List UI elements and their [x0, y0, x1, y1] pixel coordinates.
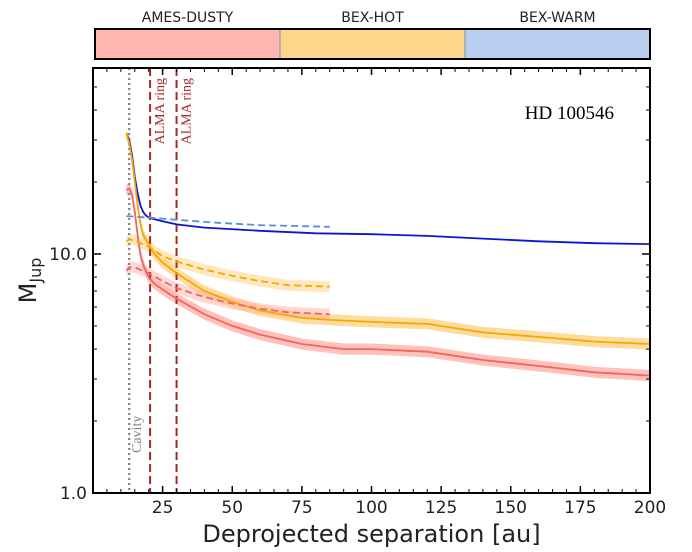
y-tick-label: 1.0 — [60, 484, 87, 504]
x-axis-label: Deprojected separation [au] — [202, 520, 540, 548]
series-line — [126, 215, 330, 228]
x-tick-label: 200 — [634, 498, 666, 518]
series-line — [125, 133, 651, 345]
colorbar-label: BEX-WARM — [519, 10, 595, 26]
uncertainty-band — [126, 182, 650, 382]
x-tick-label: 125 — [425, 498, 457, 518]
y-tick-label: 10.0 — [49, 245, 87, 265]
series-line — [125, 238, 330, 288]
uncertainty-bands — [126, 127, 650, 382]
colorbar: AMES-DUSTY BEX-HOT BEX-WARM — [94, 10, 651, 60]
x-tick-label: 150 — [495, 498, 527, 518]
colorbar-label: BEX-HOT — [341, 10, 404, 26]
series-line — [125, 266, 330, 316]
series-lines — [125, 132, 651, 377]
colorbar-segment — [465, 29, 650, 59]
colorbar-segment — [280, 29, 465, 59]
y-axis-label-main: M — [14, 283, 42, 304]
alma-ring-label: ALMA ring — [180, 78, 195, 145]
series-line — [125, 187, 651, 377]
colorbar-border — [94, 28, 651, 60]
series-line — [125, 132, 651, 245]
colorbar-segment — [95, 29, 280, 59]
chart-title: HD 100546 — [525, 103, 614, 124]
colorbar-label: AMES-DUSTY — [142, 10, 234, 26]
x-tick-label: 50 — [221, 498, 243, 518]
axis-ticks: 25 50 75 100 125 150 175 200 1.0 10.0 — [49, 67, 666, 518]
x-tick-label: 75 — [291, 498, 313, 518]
x-tick-label: 100 — [355, 498, 387, 518]
x-tick-label: 25 — [152, 498, 174, 518]
y-axis-label-sub: Jup — [26, 258, 45, 284]
x-tick-label: 175 — [564, 498, 596, 518]
alma-ring-label: ALMA ring — [153, 78, 168, 145]
cavity-label: Cavity — [130, 416, 145, 453]
y-axis-label: MJup — [14, 258, 45, 304]
chart-text: HD 100546 Deprojected separation [au] MJ… — [14, 78, 614, 548]
